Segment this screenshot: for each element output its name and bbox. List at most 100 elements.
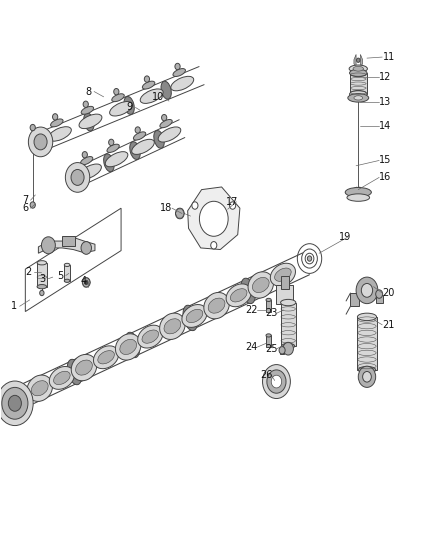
Ellipse shape <box>230 289 247 302</box>
Ellipse shape <box>159 313 185 340</box>
Text: 23: 23 <box>265 308 277 318</box>
Bar <box>280 346 284 354</box>
Ellipse shape <box>182 304 207 327</box>
Ellipse shape <box>350 91 367 98</box>
Ellipse shape <box>81 157 93 165</box>
Ellipse shape <box>164 319 181 334</box>
Ellipse shape <box>71 354 97 381</box>
Text: 22: 22 <box>245 305 258 315</box>
Ellipse shape <box>281 300 296 306</box>
Ellipse shape <box>160 119 172 128</box>
Text: 6: 6 <box>22 203 28 213</box>
Ellipse shape <box>347 194 370 201</box>
Text: 2: 2 <box>25 267 32 277</box>
Circle shape <box>271 375 282 388</box>
Circle shape <box>0 381 33 425</box>
Text: 26: 26 <box>260 370 272 380</box>
Ellipse shape <box>112 94 124 102</box>
Ellipse shape <box>275 268 291 281</box>
Ellipse shape <box>130 142 140 159</box>
Ellipse shape <box>116 334 141 360</box>
Bar <box>350 73 367 94</box>
Circle shape <box>30 202 35 208</box>
Bar <box>357 317 377 370</box>
Circle shape <box>34 134 47 150</box>
Circle shape <box>279 346 285 354</box>
Text: 5: 5 <box>57 271 63 280</box>
Circle shape <box>53 114 58 120</box>
Ellipse shape <box>226 284 251 306</box>
Text: 17: 17 <box>226 197 238 207</box>
Ellipse shape <box>76 360 92 375</box>
Bar <box>62 236 75 246</box>
Ellipse shape <box>93 346 119 369</box>
Text: 3: 3 <box>40 273 46 284</box>
Circle shape <box>262 365 290 399</box>
Ellipse shape <box>125 332 140 358</box>
Ellipse shape <box>124 96 134 115</box>
Ellipse shape <box>357 313 377 320</box>
Text: 12: 12 <box>379 72 392 82</box>
Ellipse shape <box>138 325 163 348</box>
Text: 19: 19 <box>339 232 351 243</box>
Circle shape <box>363 372 371 382</box>
Ellipse shape <box>158 127 181 142</box>
Bar <box>376 295 383 303</box>
Circle shape <box>114 88 119 95</box>
Circle shape <box>28 127 53 157</box>
Ellipse shape <box>27 375 53 401</box>
Circle shape <box>376 290 383 298</box>
Text: 14: 14 <box>379 121 392 131</box>
Text: 21: 21 <box>382 320 395 330</box>
Ellipse shape <box>349 65 367 72</box>
Text: 13: 13 <box>379 97 392 107</box>
Circle shape <box>199 201 228 236</box>
Ellipse shape <box>84 113 94 131</box>
Ellipse shape <box>140 89 163 103</box>
Circle shape <box>30 124 35 131</box>
Ellipse shape <box>79 164 101 179</box>
Ellipse shape <box>49 367 74 389</box>
Ellipse shape <box>241 278 255 304</box>
Circle shape <box>2 387 28 419</box>
Polygon shape <box>39 237 95 253</box>
Text: 20: 20 <box>382 288 395 298</box>
Circle shape <box>230 202 236 209</box>
Ellipse shape <box>161 81 171 99</box>
Ellipse shape <box>37 261 47 265</box>
Ellipse shape <box>354 96 363 100</box>
Polygon shape <box>360 54 363 66</box>
Circle shape <box>357 58 360 62</box>
Bar <box>266 335 271 347</box>
Text: 8: 8 <box>85 86 92 96</box>
Circle shape <box>82 278 90 287</box>
Text: 10: 10 <box>152 92 164 102</box>
Ellipse shape <box>107 144 119 152</box>
Circle shape <box>283 342 293 355</box>
Circle shape <box>40 290 44 296</box>
Ellipse shape <box>53 372 70 384</box>
Ellipse shape <box>142 330 159 343</box>
Circle shape <box>358 366 376 387</box>
Bar <box>281 276 289 289</box>
Ellipse shape <box>348 94 369 102</box>
Ellipse shape <box>358 367 376 373</box>
Ellipse shape <box>64 263 70 266</box>
Ellipse shape <box>110 101 133 116</box>
Ellipse shape <box>64 279 70 282</box>
Circle shape <box>356 277 378 304</box>
Bar <box>37 263 47 287</box>
Bar <box>266 300 271 312</box>
Text: 18: 18 <box>160 203 172 213</box>
Circle shape <box>83 101 88 108</box>
Ellipse shape <box>248 272 274 298</box>
Bar <box>281 303 296 346</box>
Circle shape <box>307 256 312 261</box>
Ellipse shape <box>49 127 71 141</box>
Bar <box>276 285 293 304</box>
Circle shape <box>81 241 92 254</box>
Ellipse shape <box>37 285 47 289</box>
Ellipse shape <box>67 359 82 385</box>
Ellipse shape <box>79 114 102 128</box>
Circle shape <box>267 370 286 393</box>
